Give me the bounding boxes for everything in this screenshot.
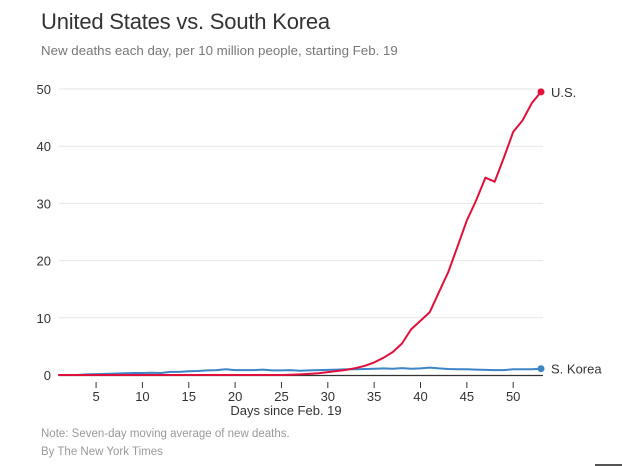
x-axis-title: Days since Feb. 19 [230, 403, 341, 418]
x-tick-label: 5 [92, 389, 99, 404]
y-tick-label: 40 [37, 139, 51, 154]
us-line [58, 90, 542, 376]
x-tick-label: 15 [182, 389, 196, 404]
x-tick-label: 40 [413, 389, 427, 404]
credit-line: By The New York Times [41, 446, 163, 458]
y-tick-label: 30 [37, 196, 51, 211]
korea-end-marker [537, 365, 545, 373]
footnote: Note: Seven-day moving average of new de… [41, 428, 290, 440]
series-lines: S. Korea U.S. [58, 85, 602, 377]
x-tick-label: 25 [274, 389, 288, 404]
y-tick-label: 50 [37, 82, 51, 97]
korea-line [58, 366, 542, 376]
x-tick-label: 45 [460, 389, 474, 404]
y-tick-label: 0 [44, 368, 51, 383]
chart-title: United States vs. South Korea [41, 9, 330, 34]
x-tick-label: 50 [506, 389, 520, 404]
us-label: U.S. [551, 85, 576, 100]
corner-mark [595, 464, 622, 466]
x-tick-label: 30 [321, 389, 335, 404]
korea-label: S. Korea [551, 362, 602, 377]
y-tick-label: 20 [37, 254, 51, 269]
x-tick-label: 10 [135, 389, 149, 404]
us-end-marker [537, 88, 545, 96]
x-tick-label: 20 [228, 389, 242, 404]
y-axis: 0 10 20 30 40 50 [37, 82, 51, 383]
gridlines [59, 88, 543, 319]
chart-subtitle: New deaths each day, per 10 million peop… [41, 43, 398, 58]
x-axis: 5 10 15 20 25 30 35 40 45 50 [92, 382, 520, 404]
x-tick-label: 35 [367, 389, 381, 404]
y-tick-label: 10 [37, 311, 51, 326]
